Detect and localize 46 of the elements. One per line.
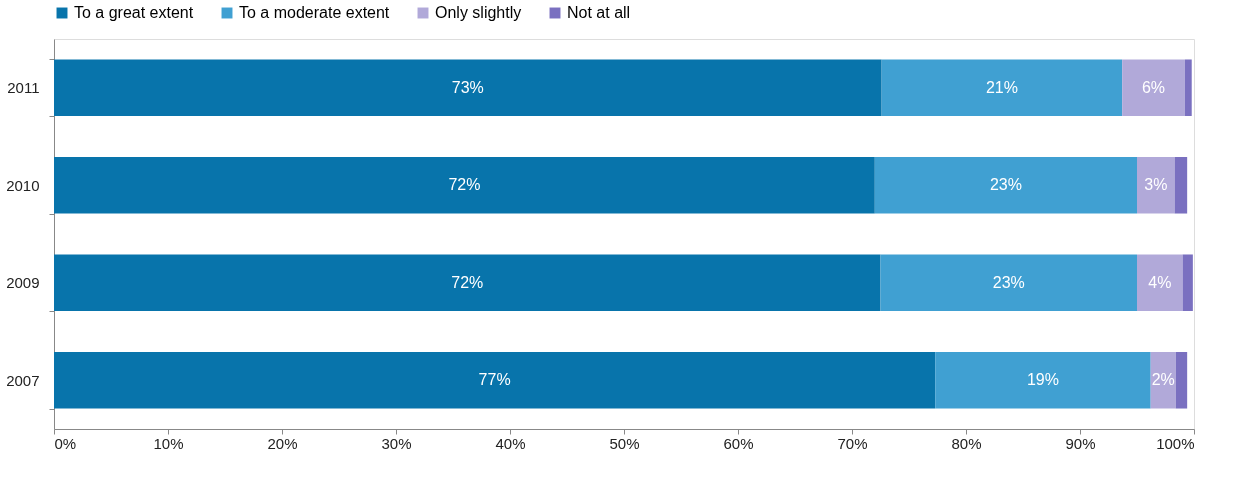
x-tick-label: 20% (267, 434, 298, 452)
bar (1122, 59, 1185, 117)
bar (935, 351, 1151, 409)
data-label: 72% (448, 176, 481, 194)
bar (880, 254, 1137, 312)
x-tick-label: 90% (1065, 434, 1096, 452)
data-label: 73% (451, 78, 484, 96)
x-tick-label: 70% (837, 434, 868, 452)
data-label: 6% (1141, 78, 1166, 96)
bar (54, 59, 882, 117)
y-tick-label: 2011 (7, 79, 40, 97)
bar (1137, 254, 1183, 312)
legend-label: To a moderate extent (239, 4, 390, 21)
legend-label: Only slightly (435, 4, 522, 21)
x-tick-label: 0% (54, 434, 77, 452)
bar (1184, 59, 1192, 117)
data-label: 2% (1151, 371, 1175, 389)
legend-label: To a great extent (74, 4, 194, 21)
x-tick-label: 60% (723, 434, 754, 452)
bar (1175, 351, 1188, 409)
x-tick-label: 100% (1156, 434, 1195, 452)
x-tick-label: 50% (609, 434, 640, 452)
data-label: 4% (1148, 273, 1172, 291)
bar (1174, 156, 1188, 214)
bar (54, 156, 875, 214)
bar (874, 156, 1137, 214)
bar (1182, 254, 1193, 312)
x-tick-label: 30% (381, 434, 412, 452)
bar (881, 59, 1123, 117)
bar (54, 254, 881, 312)
bar (54, 351, 936, 409)
y-tick-label: 2007 (6, 371, 40, 389)
data-label: 77% (478, 371, 511, 389)
legend-label: Not at all (567, 4, 631, 21)
data-label: 19% (1026, 371, 1059, 389)
data-label: 21% (985, 78, 1018, 96)
y-tick-label: 2010 (6, 176, 40, 194)
data-label: 23% (992, 273, 1025, 291)
y-tick-label: 2009 (6, 274, 40, 292)
x-tick-label: 10% (153, 434, 184, 452)
bar (1137, 156, 1175, 214)
data-label: 23% (989, 176, 1022, 194)
x-tick-label: 40% (495, 434, 526, 452)
data-label: 72% (451, 273, 484, 291)
x-tick-label: 80% (951, 434, 982, 452)
data-label: 3% (1144, 176, 1168, 194)
